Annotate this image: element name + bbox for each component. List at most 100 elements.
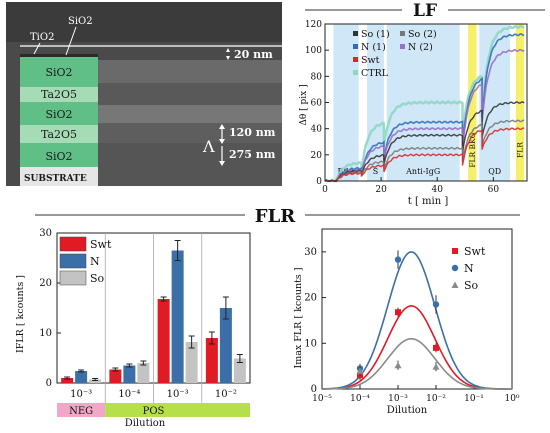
tio2-pointer	[33, 42, 41, 55]
lf-phase-label: S	[373, 167, 378, 176]
bar-legend-swatch	[59, 253, 87, 269]
layer-ta2o5-1	[20, 87, 98, 102]
lf-phase-label: FLR BKG	[468, 132, 477, 167]
bar-plot: 0 10 20 30 10⁻³ 10⁻⁴ 10⁻³ 10⁻² NEG POS Swt N So	[39, 228, 251, 417]
sio2-top-label: SiO2	[68, 16, 93, 27]
group-label-pos: POS	[143, 406, 165, 417]
bar-legend-label: N	[90, 255, 100, 268]
lf-title: LF	[413, 1, 437, 21]
scale-275nm-head	[219, 161, 225, 166]
lf-phase-label: QD	[488, 167, 501, 176]
scatter-point-n	[394, 256, 402, 263]
bar-ytick-label: 0	[46, 378, 52, 389]
lf-trace	[324, 127, 525, 182]
flr-title: FLR	[255, 206, 296, 227]
scatter-legend-label: Swt	[464, 245, 486, 258]
scatter-ytick-label: 10	[304, 338, 317, 349]
scatter-xtick-label: 10⁻⁴	[350, 394, 370, 404]
scatter-ytick-label: 20	[304, 293, 317, 304]
lf-ytick-label: 0	[316, 177, 322, 187]
scatter-legend-label: So	[464, 279, 479, 292]
bar	[137, 363, 150, 383]
sio2-pointer	[65, 26, 77, 56]
scatter-xtick-label: 10⁻¹	[464, 394, 484, 404]
lf-xtick-label: 0	[322, 185, 328, 195]
lf-axes: 0 20 40 60 80 100 120 0 20 40 60	[305, 20, 500, 195]
bar-legend-label: Swt	[90, 238, 112, 251]
lf-legend-so2: So (2)	[408, 29, 437, 40]
lf-legend-swatch-swt	[353, 57, 358, 62]
substrate-block	[20, 167, 98, 186]
scatter-xtick-label: 10⁻⁵	[312, 394, 332, 404]
bar-category-label: 10⁻²	[215, 389, 237, 400]
lf-ytick-label: 20	[311, 151, 323, 161]
lf-trace	[324, 24, 525, 183]
layer-label-4: Ta2O5	[41, 128, 77, 141]
lf-legend-swatch-so2	[400, 31, 405, 36]
scatter-point-so	[432, 363, 440, 370]
scatter-point-so	[394, 361, 402, 369]
sem-top-texture	[6, 2, 282, 42]
scatter-legend-label: N	[464, 262, 474, 275]
scatter-xlabel: Dilution	[387, 405, 428, 416]
bar	[89, 379, 102, 383]
layer-sio2-2	[20, 102, 98, 125]
lf-curves	[324, 24, 525, 183]
bar-ylabel: IFLR [ kcounts ]	[15, 275, 26, 353]
bar-ytick-label: 30	[39, 228, 52, 239]
scatter-fit-curve	[322, 251, 512, 390]
scatter-xtick-label: 10⁻³	[388, 394, 408, 404]
lf-legend-n1: N (1)	[361, 42, 386, 53]
lf-ytick-label: 80	[311, 72, 323, 82]
lf-phase-band	[367, 24, 384, 181]
bar	[61, 378, 74, 383]
lf-legend-swatch-n1	[353, 44, 358, 49]
lf-legend-ctrl: CTRL	[361, 68, 389, 79]
scatter-ylabel: Imax FLR [ kcounts ]	[293, 267, 304, 368]
sem-panel: SiO2 Ta2O5 SiO2 Ta2O5 SiO2 SUBSTRATE TiO…	[6, 2, 282, 186]
scatter-point-swt	[395, 309, 401, 316]
bar-legend-label: So	[90, 272, 105, 285]
scatter-frame	[321, 228, 513, 390]
lf-legend-swatch-so1	[353, 31, 358, 36]
layer-label-3: SiO2	[45, 108, 72, 121]
lf-ytick-label: 100	[305, 46, 322, 56]
bar	[75, 371, 88, 383]
tio2-label: TiO2	[30, 32, 54, 43]
lf-phase-band	[468, 24, 477, 181]
lf-trace	[324, 48, 525, 182]
bar-legend-swatch	[59, 270, 87, 286]
bar-category-label: 10⁻³	[70, 389, 92, 400]
bar	[205, 338, 218, 383]
scatter-point-so	[356, 367, 364, 375]
bar	[233, 358, 246, 383]
lf-ytick-label: 120	[305, 20, 322, 30]
scale-120nm-heads	[219, 124, 225, 144]
lf-legend-so1: So (1)	[361, 29, 390, 40]
substrate-label: SUBSTRATE	[24, 174, 87, 184]
bar-xlabel: Dilution	[125, 418, 166, 429]
sem-tio2-line	[20, 45, 282, 47]
group-band-neg	[57, 403, 106, 417]
lf-xtick-label: 60	[488, 185, 500, 195]
layer-sio2-1	[20, 57, 98, 87]
scatter-fit-curve	[322, 304, 512, 390]
bar-ytick-label: 20	[39, 278, 52, 289]
lf-phase-label: FLR	[515, 142, 524, 158]
bar-category-label: 10⁻⁴	[118, 389, 140, 400]
scale-275nm-label: 275 nm	[229, 148, 276, 161]
lf-xtick-label: 20	[375, 185, 387, 195]
bar	[219, 308, 232, 383]
layer-ta2o5-2	[20, 125, 98, 143]
lf-ytick-label: 40	[311, 125, 323, 135]
bar	[171, 250, 184, 383]
group-label-neg: NEG	[69, 406, 93, 417]
scale-120nm-label: 120 nm	[229, 126, 276, 139]
flr-bar-panel: 0 10 20 30 10⁻³ 10⁻⁴ 10⁻³ 10⁻² NEG POS Swt N So IFLR…	[15, 228, 251, 429]
lf-xtick-label: 40	[431, 185, 443, 195]
scatter-ytick-label: 30	[304, 247, 317, 258]
scatter-legend-marker	[451, 264, 459, 272]
lf-trace	[324, 101, 525, 182]
